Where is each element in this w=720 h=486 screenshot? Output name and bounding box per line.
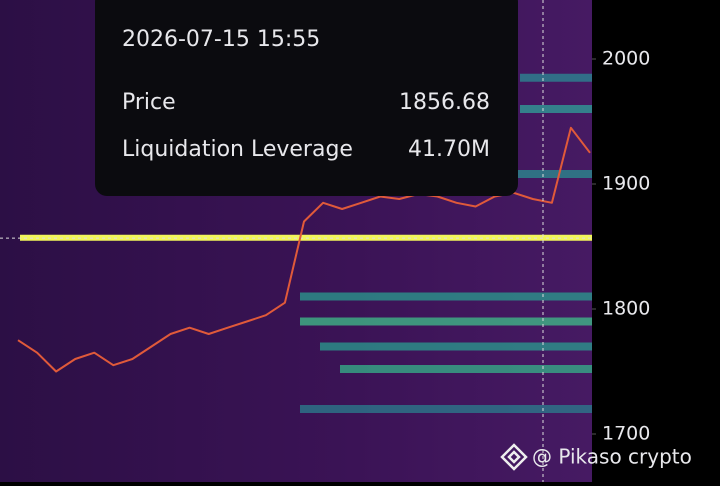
tooltip-time: 2026-07-15 15:55 <box>122 27 320 52</box>
tooltip-value: 41.70M <box>408 137 490 162</box>
liquidation-band <box>300 405 592 413</box>
watermark-icon <box>500 443 528 471</box>
tooltip-label: Price <box>122 90 176 115</box>
y-tick-label: 1700 <box>602 423 650 445</box>
liquidation-band <box>520 73 592 82</box>
y-tick-label: 1800 <box>602 298 650 320</box>
liquidation-band <box>340 365 592 373</box>
price-line <box>17 126 591 373</box>
y-tick-label: 2000 <box>602 48 650 70</box>
liquidation-band <box>300 317 592 326</box>
tooltip-label: Liquidation Leverage <box>122 137 353 162</box>
tooltip-value: 1856.68 <box>399 90 490 115</box>
liquidation-band <box>520 105 592 113</box>
tooltip <box>95 0 518 196</box>
liquidation-band <box>300 292 592 301</box>
liquidation-band <box>320 342 592 351</box>
y-tick-label: 1900 <box>602 173 650 195</box>
watermark: @ Pikaso crypto <box>532 445 692 469</box>
